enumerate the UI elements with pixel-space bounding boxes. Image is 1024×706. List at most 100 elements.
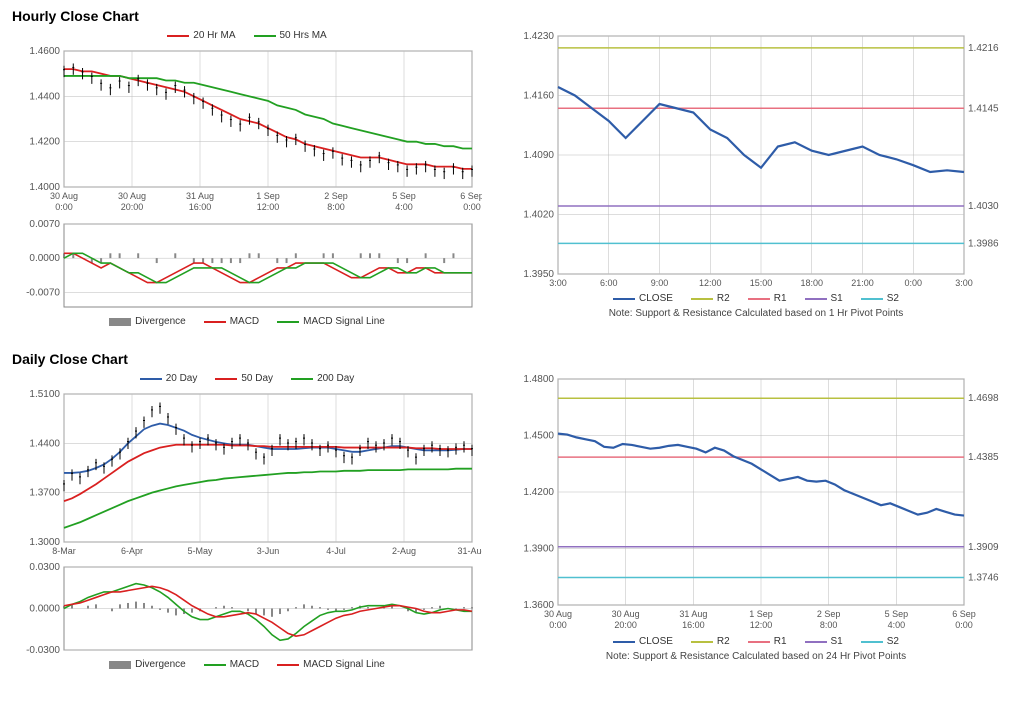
svg-text:4:00: 4:00: [888, 620, 906, 630]
svg-text:6 Sep: 6 Sep: [952, 609, 976, 619]
daily-sr-legend: CLOSE R2 R1 S1 S2: [506, 636, 1006, 647]
legend-label: 20 Day: [166, 373, 198, 384]
svg-text:1.4090: 1.4090: [523, 150, 554, 161]
svg-text:30 Aug: 30 Aug: [50, 191, 78, 201]
hourly-title: Hourly Close Chart: [12, 8, 1012, 24]
svg-text:1.4200: 1.4200: [29, 137, 60, 148]
daily-sr-chart: 1.36001.39001.42001.45001.480030 Aug0:00…: [506, 373, 1006, 662]
legend-label: S1: [831, 636, 843, 647]
svg-text:4:00: 4:00: [395, 202, 413, 212]
legend-label: S2: [887, 293, 899, 304]
svg-text:1.4400: 1.4400: [29, 438, 60, 449]
svg-text:-0.0070: -0.0070: [26, 287, 60, 298]
svg-text:0:00: 0:00: [549, 620, 567, 630]
svg-text:5 Sep: 5 Sep: [392, 191, 416, 201]
svg-text:12:00: 12:00: [699, 278, 722, 288]
svg-text:1.3900: 1.3900: [523, 544, 554, 555]
legend-label: 50 Hrs MA: [280, 30, 327, 41]
hourly-macd-legend: Divergence MACD MACD Signal Line: [12, 316, 482, 327]
hourly-sr-legend: CLOSE R2 R1 S1 S2: [506, 293, 1006, 304]
legend-label: S1: [831, 293, 843, 304]
svg-text:1.5100: 1.5100: [29, 389, 60, 400]
svg-text:1.3746: 1.3746: [968, 573, 999, 584]
svg-text:18:00: 18:00: [800, 278, 823, 288]
svg-text:1.4160: 1.4160: [523, 91, 554, 102]
svg-text:1.4200: 1.4200: [523, 487, 554, 498]
legend-label: 50 Day: [241, 373, 273, 384]
legend-label: 200 Day: [317, 373, 354, 384]
legend-label: R2: [717, 636, 730, 647]
svg-text:1.3700: 1.3700: [29, 488, 60, 499]
hourly-main-legend: 20 Hr MA 50 Hrs MA: [12, 30, 482, 41]
svg-text:31 Aug: 31 Aug: [679, 609, 707, 619]
hourly-row: 20 Hr MA 50 Hrs MA 1.40001.42001.44001.4…: [12, 30, 1012, 331]
daily-row: 20 Day 50 Day 200 Day 1.30001.37001.4400…: [12, 373, 1012, 674]
daily-title: Daily Close Chart: [12, 351, 1012, 367]
svg-text:0:00: 0:00: [904, 278, 922, 288]
svg-text:2 Sep: 2 Sep: [324, 191, 348, 201]
svg-text:15:00: 15:00: [750, 278, 773, 288]
svg-text:9:00: 9:00: [651, 278, 669, 288]
svg-text:16:00: 16:00: [189, 202, 212, 212]
svg-text:-0.0300: -0.0300: [26, 645, 60, 656]
svg-text:0:00: 0:00: [463, 202, 481, 212]
daily-main-legend: 20 Day 50 Day 200 Day: [12, 373, 482, 384]
legend-label: Divergence: [135, 316, 186, 327]
daily-main-chart: 20 Day 50 Day 200 Day 1.30001.37001.4400…: [12, 373, 482, 561]
legend-label: Divergence: [135, 659, 186, 670]
svg-text:0:00: 0:00: [55, 202, 73, 212]
svg-text:2 Sep: 2 Sep: [817, 609, 841, 619]
legend-label: MACD Signal Line: [303, 316, 385, 327]
svg-text:20:00: 20:00: [121, 202, 144, 212]
svg-text:30 Aug: 30 Aug: [544, 609, 572, 619]
svg-text:1.4500: 1.4500: [523, 431, 554, 442]
svg-text:0:00: 0:00: [955, 620, 973, 630]
svg-text:1.4698: 1.4698: [968, 393, 999, 404]
svg-text:1.4800: 1.4800: [523, 374, 554, 385]
svg-text:3:00: 3:00: [955, 278, 973, 288]
svg-text:30 Aug: 30 Aug: [118, 191, 146, 201]
legend-label: MACD Signal Line: [303, 659, 385, 670]
svg-text:6 Sep: 6 Sep: [460, 191, 482, 201]
svg-text:5 Sep: 5 Sep: [885, 609, 909, 619]
svg-text:1 Sep: 1 Sep: [256, 191, 280, 201]
daily-sr-note: Note: Support & Resistance Calculated ba…: [506, 651, 1006, 662]
svg-text:3:00: 3:00: [549, 278, 567, 288]
svg-text:1.4400: 1.4400: [29, 91, 60, 102]
legend-label: S2: [887, 636, 899, 647]
svg-text:1.4385: 1.4385: [968, 452, 999, 463]
svg-text:1.3986: 1.3986: [968, 238, 999, 249]
legend-label: MACD: [230, 316, 259, 327]
daily-macd-legend: Divergence MACD MACD Signal Line: [12, 659, 482, 670]
svg-text:0.0300: 0.0300: [29, 562, 60, 573]
svg-text:1.4216: 1.4216: [968, 43, 999, 54]
svg-text:1.4020: 1.4020: [523, 210, 554, 221]
legend-label: R2: [717, 293, 730, 304]
hourly-main-chart: 20 Hr MA 50 Hrs MA 1.40001.42001.44001.4…: [12, 30, 482, 218]
legend-label: 20 Hr MA: [193, 30, 235, 41]
legend-label: MACD: [230, 659, 259, 670]
svg-text:8-Mar: 8-Mar: [52, 546, 76, 556]
svg-text:31 Aug: 31 Aug: [186, 191, 214, 201]
legend-label: R1: [774, 636, 787, 647]
legend-label: CLOSE: [639, 293, 673, 304]
svg-text:12:00: 12:00: [750, 620, 773, 630]
svg-text:1.4030: 1.4030: [968, 201, 999, 212]
svg-text:1.4230: 1.4230: [523, 31, 554, 42]
svg-text:30 Aug: 30 Aug: [612, 609, 640, 619]
svg-text:1.4600: 1.4600: [29, 46, 60, 57]
svg-text:6-Apr: 6-Apr: [121, 546, 143, 556]
svg-text:3-Jun: 3-Jun: [257, 546, 280, 556]
svg-text:1.3909: 1.3909: [968, 542, 999, 553]
svg-text:20:00: 20:00: [614, 620, 637, 630]
daily-macd-chart: -0.03000.00000.0300 Divergence MACD MACD…: [12, 561, 482, 670]
legend-label: CLOSE: [639, 636, 673, 647]
svg-text:6:00: 6:00: [600, 278, 618, 288]
svg-text:1 Sep: 1 Sep: [749, 609, 773, 619]
svg-text:4-Jul: 4-Jul: [326, 546, 346, 556]
svg-text:5-May: 5-May: [187, 546, 213, 556]
svg-text:21:00: 21:00: [851, 278, 874, 288]
svg-text:0.0000: 0.0000: [29, 253, 60, 264]
svg-text:8:00: 8:00: [820, 620, 838, 630]
hourly-sr-note: Note: Support & Resistance Calculated ba…: [506, 308, 1006, 319]
